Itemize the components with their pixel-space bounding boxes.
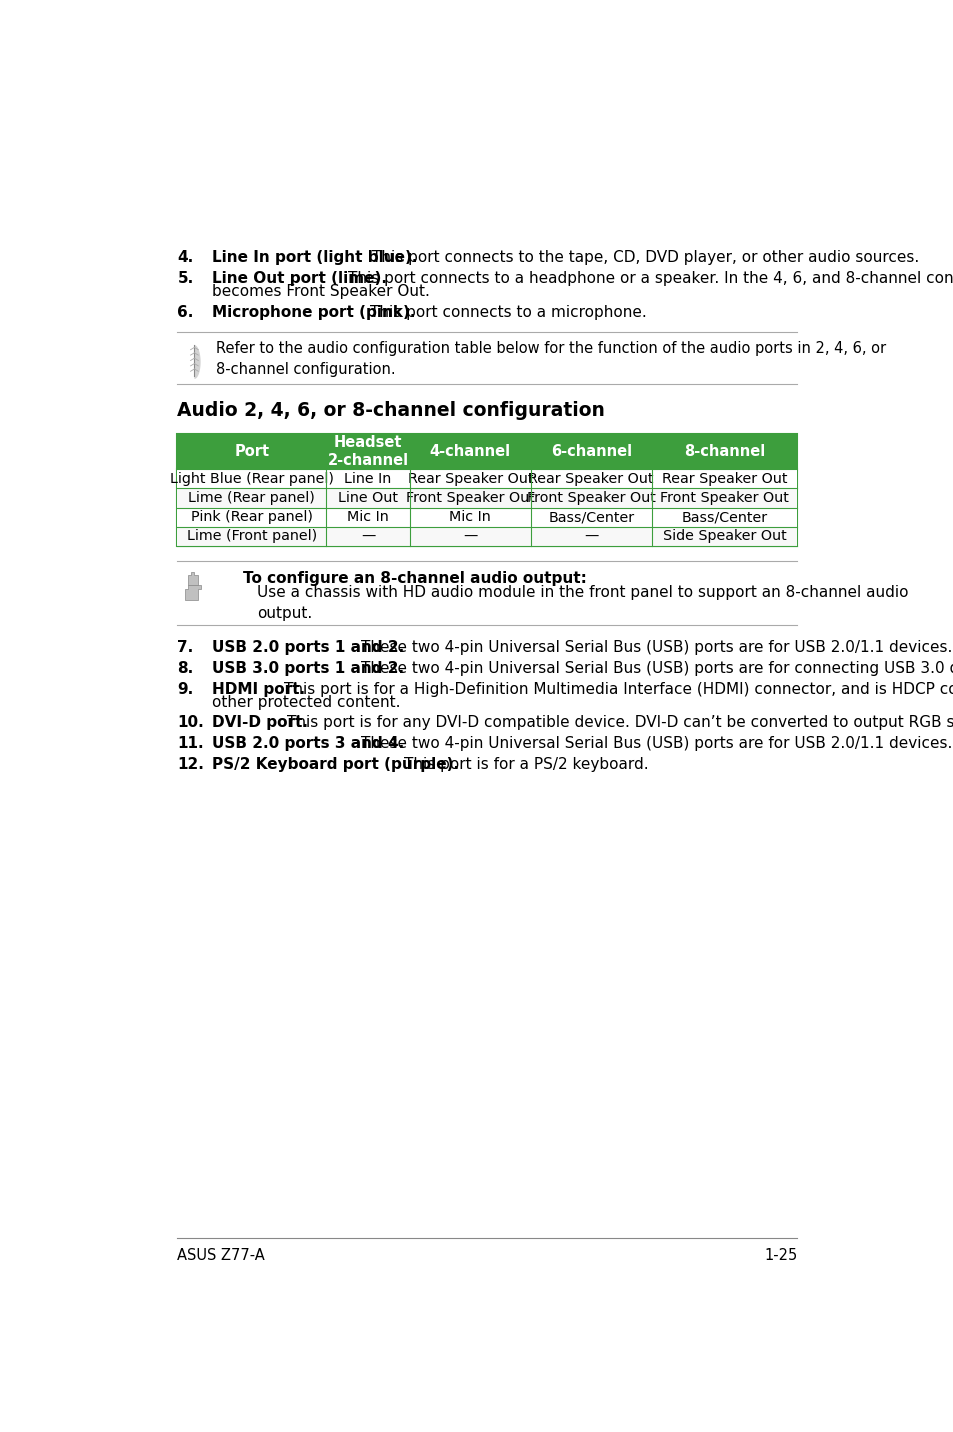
Text: 5.: 5. [177,271,193,286]
Text: Audio 2, 4, 6, or 8-channel configuration: Audio 2, 4, 6, or 8-channel configuratio… [177,401,604,421]
Text: Side Speaker Out: Side Speaker Out [662,530,785,543]
Text: Front Speaker Out: Front Speaker Out [526,491,655,505]
Text: Lime (Front panel): Lime (Front panel) [187,530,316,543]
Text: ASUS Z77-A: ASUS Z77-A [177,1249,265,1263]
Text: 10.: 10. [177,716,204,730]
Text: USB 2.0 ports 3 and 4.: USB 2.0 ports 3 and 4. [212,736,404,752]
Text: —: — [462,530,477,543]
Bar [177,488,797,507]
Text: Mic In: Mic In [347,510,389,524]
Text: Mic In: Mic In [449,510,491,524]
Bar [177,434,797,546]
Text: Lime (Rear panel): Lime (Rear panel) [188,491,314,505]
Text: Bass/Center: Bass/Center [548,510,634,524]
Text: This port is for a PS/2 keyboard.: This port is for a PS/2 keyboard. [403,758,648,772]
Text: 1-25: 1-25 [763,1249,797,1263]
Text: 12.: 12. [177,758,204,772]
Polygon shape [188,573,197,584]
Text: 8.: 8. [177,660,193,676]
Text: other protected content.: other protected content. [212,695,400,710]
Text: 6-channel: 6-channel [550,444,631,458]
Text: This port connects to a microphone.: This port connects to a microphone. [370,305,646,319]
Text: —: — [360,530,375,543]
Text: 7.: 7. [177,640,193,654]
Text: becomes Front Speaker Out.: becomes Front Speaker Out. [212,285,430,299]
Text: 11.: 11. [177,736,204,752]
Text: Line Out: Line Out [337,491,397,505]
Bar [177,434,797,470]
Text: USB 3.0 ports 1 and 2.: USB 3.0 ports 1 and 2. [212,660,404,676]
Bar [177,507,797,527]
Text: To configure an 8-channel audio output:: To configure an 8-channel audio output: [243,571,586,586]
Text: DVI-D port.: DVI-D port. [212,716,308,730]
Text: Bass/Center: Bass/Center [680,510,767,524]
Text: Use a chassis with HD audio module in the front panel to support an 8-channel au: Use a chassis with HD audio module in th… [257,584,908,620]
Text: Headset
2-channel: Headset 2-channel [327,434,408,468]
Text: PS/2 Keyboard port (purple).: PS/2 Keyboard port (purple). [212,758,459,772]
Text: Refer to the audio configuration table below for the function of the audio ports: Refer to the audio configuration table b… [216,341,885,377]
Text: Line In port (light blue).: Line In port (light blue). [212,251,417,265]
Text: These two 4-pin Universal Serial Bus (USB) ports are for connecting USB 3.0 devi: These two 4-pin Universal Serial Bus (US… [361,660,953,676]
Text: Front Speaker Out: Front Speaker Out [405,491,535,505]
Text: These two 4-pin Universal Serial Bus (USB) ports are for USB 2.0/1.1 devices.: These two 4-pin Universal Serial Bus (US… [361,640,952,654]
Text: This port is for any DVI-D compatible device. DVI-D can’t be converted to output: This port is for any DVI-D compatible de… [286,716,953,730]
Text: Line Out port (lime).: Line Out port (lime). [212,271,387,286]
Polygon shape [185,584,200,600]
Text: 8-channel: 8-channel [683,444,764,458]
Text: —: — [583,530,598,543]
Bar [177,527,797,546]
Polygon shape [194,345,200,379]
Text: This port connects to a headphone or a speaker. In the 4, 6, and 8-channel confi: This port connects to a headphone or a s… [348,271,953,286]
Text: This port is for a High-Definition Multimedia Interface (HDMI) connector, and is: This port is for a High-Definition Multi… [284,682,953,696]
Text: Light Blue (Rear panel): Light Blue (Rear panel) [170,471,334,485]
Text: This port connects to the tape, CD, DVD player, or other audio sources.: This port connects to the tape, CD, DVD … [371,251,918,265]
Text: 4-channel: 4-channel [429,444,511,458]
Text: Rear Speaker Out: Rear Speaker Out [528,471,654,485]
Text: Port: Port [234,444,269,458]
Text: Front Speaker Out: Front Speaker Out [659,491,788,505]
Text: 4.: 4. [177,251,193,265]
Text: Rear Speaker Out: Rear Speaker Out [661,471,786,485]
Text: These two 4-pin Universal Serial Bus (USB) ports are for USB 2.0/1.1 devices.: These two 4-pin Universal Serial Bus (US… [361,736,952,752]
Text: Pink (Rear panel): Pink (Rear panel) [191,510,313,524]
Text: 6.: 6. [177,305,193,319]
Text: USB 2.0 ports 1 and 2.: USB 2.0 ports 1 and 2. [212,640,404,654]
Text: 9.: 9. [177,682,193,696]
Text: HDMI port.: HDMI port. [212,682,305,696]
Text: Microphone port (pink).: Microphone port (pink). [212,305,416,319]
Text: Rear Speaker Out: Rear Speaker Out [407,471,533,485]
Bar [177,470,797,488]
Text: Line In: Line In [344,471,392,485]
